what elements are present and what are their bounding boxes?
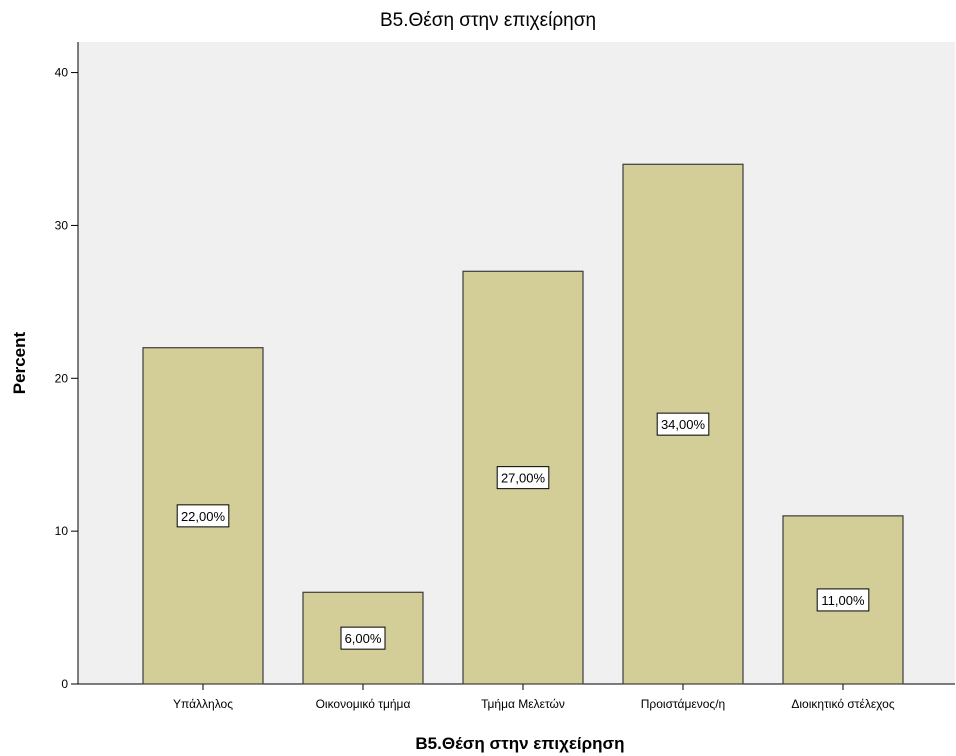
- y-tick-label: 10: [55, 524, 69, 538]
- x-tick-label: Οικονομικό τμήμα: [316, 697, 411, 711]
- data-label: 6,00%: [345, 631, 382, 646]
- data-label-box: [340, 626, 386, 650]
- x-tick-label: Προιστάμενος/η: [641, 697, 725, 711]
- y-tick-label: 0: [61, 677, 68, 691]
- data-label: 27,00%: [501, 471, 546, 486]
- x-tick-label: Τμήμα Μελετών: [481, 697, 565, 711]
- data-label-box: [496, 466, 550, 490]
- data-label: 22,00%: [181, 509, 226, 524]
- x-axis-title: B5.Θέση στην επιχείρηση: [415, 734, 624, 753]
- data-label: 11,00%: [821, 593, 865, 608]
- chart-title: B5.Θέση στην επιχείρηση: [380, 10, 596, 31]
- y-tick-label: 40: [55, 66, 69, 80]
- x-tick-label: Υπάλληλος: [173, 697, 233, 711]
- y-axis-ticks: 0 10 20 30 40: [55, 66, 78, 691]
- x-axis-ticks: Υπάλληλος Οικονομικό τμήμα Τμήμα Μελετών Πρ…: [173, 684, 895, 711]
- y-tick-label: 20: [55, 371, 69, 385]
- data-label-box: [816, 588, 870, 612]
- x-tick-label: Διοικητικό στέλεχος: [791, 697, 894, 711]
- bars: 22,00% 6,00% 27,00% 34,00% 11,00%: [142, 163, 904, 685]
- y-axis-title: Percent: [10, 331, 29, 394]
- data-label-box: [656, 412, 710, 436]
- y-tick-label: 30: [55, 218, 69, 232]
- data-label: 34,00%: [661, 417, 706, 432]
- data-label-box: [176, 504, 230, 528]
